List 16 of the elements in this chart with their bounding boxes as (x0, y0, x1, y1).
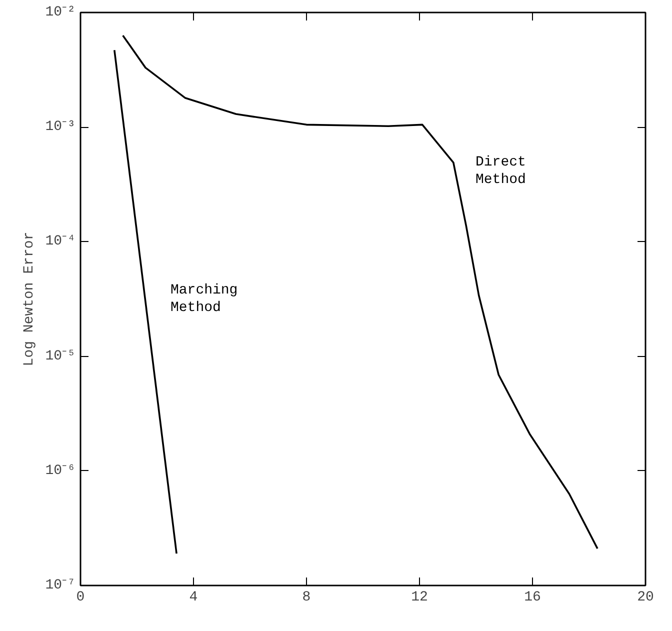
x-tick-label: 0 (76, 590, 85, 606)
y-tick-label: 10⁻⁴ (45, 234, 76, 250)
x-tick-label: 4 (189, 590, 198, 606)
annotation: Marching Method (170, 282, 238, 316)
line-series (122, 34, 598, 550)
y-tick-label: 10⁻² (45, 4, 76, 20)
x-tick-label: 16 (524, 590, 541, 606)
y-axis-title: Log Newton Error (21, 232, 38, 366)
x-tick-label: 20 (637, 590, 654, 606)
y-tick-label: 10⁻⁷ (45, 578, 76, 594)
x-tick-label: 8 (302, 590, 311, 606)
y-tick-label: 10⁻⁶ (45, 462, 76, 479)
x-tick-label: 12 (411, 590, 428, 606)
y-tick-label: 10⁻⁵ (45, 348, 76, 364)
annotation: Direct Method (476, 154, 526, 188)
y-tick-label: 10⁻³ (45, 119, 76, 136)
